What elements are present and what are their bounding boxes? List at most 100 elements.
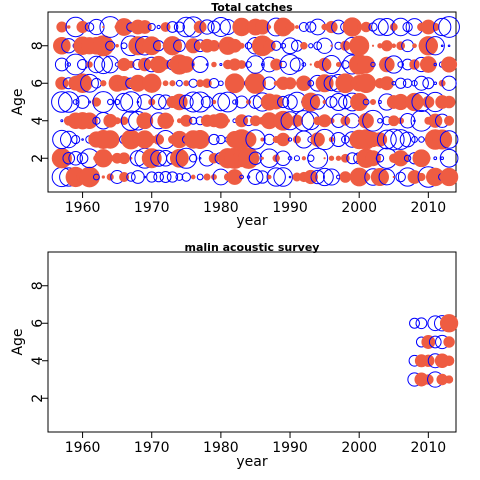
positive-residual-bubble: [290, 114, 304, 127]
positive-residual-bubble: [56, 21, 68, 33]
x-tick-label: 1980: [203, 200, 239, 216]
negative-residual-bubble: [51, 91, 73, 113]
negative-residual-bubble: [308, 43, 314, 49]
positive-residual-bubble: [127, 60, 135, 69]
negative-residual-bubble: [425, 36, 445, 56]
negative-residual-bubble: [277, 95, 290, 109]
x-axis-label: year: [236, 454, 267, 470]
negative-residual-bubble: [80, 73, 99, 93]
y-axis: 2 4 6 8: [30, 41, 49, 163]
negative-residual-bubble: [131, 170, 145, 184]
positive-residual-bubble: [211, 61, 217, 68]
positive-residual-bubble: [169, 80, 176, 87]
negative-residual-bubble: [330, 131, 346, 148]
x-tick-label: 2000: [341, 200, 377, 216]
negative-residual-bubble: [362, 98, 370, 106]
positive-residual-bubble: [142, 36, 162, 56]
negative-residual-bubble: [72, 99, 79, 105]
panel-total-catches: Total catches 1960 1970 1980 1990 2000 2010 2…: [10, 1, 460, 229]
negative-residual-bubble: [196, 173, 204, 181]
positive-residual-bubble: [365, 44, 368, 47]
negative-residual-bubble: [432, 17, 452, 37]
negative-residual-bubble: [71, 134, 81, 145]
negative-residual-bubble: [413, 75, 429, 91]
positive-residual-bubble: [443, 355, 455, 366]
negative-residual-bubble: [438, 16, 460, 38]
negative-residual-bubble: [313, 128, 336, 151]
x-axis-label: year: [236, 213, 267, 229]
positive-residual-bubble: [208, 152, 220, 164]
negative-residual-bubble: [54, 57, 69, 72]
positive-residual-bubble: [211, 174, 217, 180]
positive-residual-bubble: [431, 22, 440, 32]
positive-residual-bubble: [356, 24, 362, 30]
negative-residual-bubble: [440, 44, 444, 48]
positive-residual-bubble: [350, 92, 369, 112]
negative-residual-bubble: [325, 95, 338, 109]
y-axis: 2 4 6 8: [30, 281, 49, 403]
positive-residual-bubble: [349, 35, 370, 56]
x-tick-label: 1960: [65, 440, 101, 456]
positive-residual-bubble: [309, 63, 312, 66]
negative-residual-bubble: [199, 19, 215, 35]
negative-residual-bubble: [182, 91, 204, 113]
positive-residual-bubble: [180, 114, 193, 127]
negative-residual-bubble: [147, 22, 156, 32]
negative-residual-bubble: [275, 150, 291, 166]
negative-residual-bubble: [107, 98, 114, 106]
negative-residual-bubble: [440, 156, 444, 161]
positive-residual-bubble: [226, 169, 243, 185]
negative-residual-bubble: [447, 44, 451, 48]
negative-residual-bubble: [232, 99, 238, 105]
positive-residual-bubble: [379, 76, 394, 91]
negative-residual-bubble: [244, 42, 253, 50]
negative-residual-bubble: [216, 134, 226, 145]
x-axis: 1960 1970 1980 1990 2000 2010: [65, 431, 446, 456]
negative-residual-bubble: [439, 130, 459, 149]
negative-residual-bubble: [62, 151, 76, 165]
positive-residual-bubble: [150, 119, 153, 122]
positive-residual-bubble: [115, 18, 133, 36]
negative-residual-bubble: [93, 54, 113, 75]
negative-residual-bubble: [370, 61, 376, 68]
negative-residual-bubble: [159, 171, 172, 183]
positive-residual-bubble: [268, 94, 284, 110]
x-tick-label: 2010: [411, 200, 447, 216]
positive-residual-bubble: [361, 172, 371, 182]
negative-residual-bubble: [60, 130, 78, 149]
positive-residual-bubble: [72, 73, 93, 93]
positive-residual-bubble: [296, 75, 312, 91]
positive-residual-bubble: [100, 80, 107, 87]
negative-residual-bubble: [173, 21, 185, 33]
negative-residual-bubble: [316, 37, 333, 54]
negative-residual-bubble: [114, 98, 121, 106]
negative-residual-bubble: [188, 78, 198, 88]
positive-residual-bubble: [300, 41, 308, 50]
positive-residual-bubble: [370, 167, 389, 187]
negative-residual-bubble: [305, 21, 317, 33]
x-tick-label: 1980: [203, 440, 239, 456]
negative-residual-bubble: [146, 171, 158, 183]
negative-residual-bubble: [390, 129, 412, 150]
negative-residual-bubble: [181, 172, 192, 182]
positive-residual-bubble: [396, 41, 406, 51]
negative-residual-bubble: [362, 109, 384, 132]
positive-residual-bubble: [422, 96, 435, 108]
negative-residual-bubble: [239, 174, 244, 180]
positive-residual-bubble: [295, 25, 299, 29]
positive-residual-bubble: [392, 150, 409, 167]
negative-residual-bubble: [310, 169, 325, 185]
positive-residual-bubble: [439, 314, 459, 333]
bubble-layer: [51, 16, 460, 188]
negative-residual-bubble: [441, 75, 457, 91]
positive-residual-bubble: [137, 20, 152, 34]
positive-residual-bubble: [204, 136, 211, 143]
positive-residual-bubble: [260, 137, 265, 142]
positive-residual-bubble: [444, 375, 454, 384]
positive-residual-bubble: [340, 153, 350, 163]
positive-residual-bubble: [442, 95, 456, 109]
positive-residual-bubble: [91, 97, 102, 107]
negative-residual-bubble: [439, 148, 459, 168]
negative-residual-bubble: [205, 63, 209, 66]
positive-residual-bubble: [155, 80, 162, 87]
